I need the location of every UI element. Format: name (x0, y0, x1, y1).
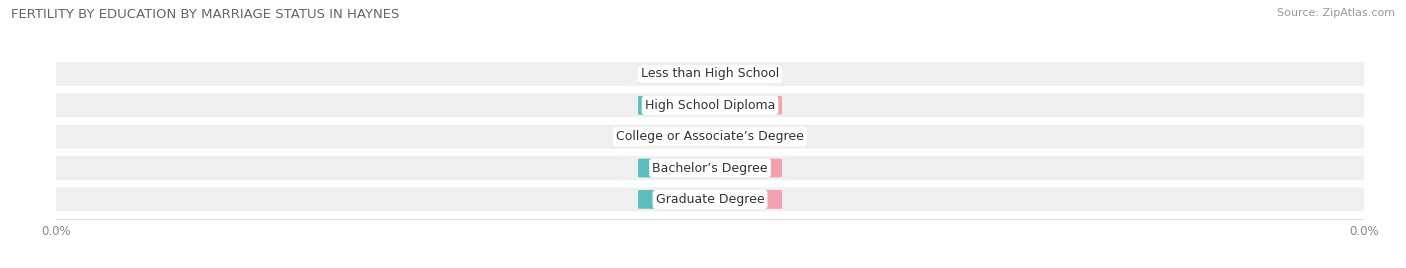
FancyBboxPatch shape (37, 94, 1384, 117)
Text: Bachelor’s Degree: Bachelor’s Degree (652, 162, 768, 174)
Text: 0.0%: 0.0% (728, 194, 758, 204)
FancyBboxPatch shape (703, 96, 782, 115)
FancyBboxPatch shape (638, 65, 717, 83)
Text: Less than High School: Less than High School (641, 68, 779, 80)
Text: Source: ZipAtlas.com: Source: ZipAtlas.com (1277, 8, 1395, 18)
Text: 0.0%: 0.0% (662, 69, 692, 79)
FancyBboxPatch shape (703, 65, 782, 83)
Text: 0.0%: 0.0% (662, 100, 692, 110)
FancyBboxPatch shape (638, 127, 717, 146)
Text: FERTILITY BY EDUCATION BY MARRIAGE STATUS IN HAYNES: FERTILITY BY EDUCATION BY MARRIAGE STATU… (11, 8, 399, 21)
Text: College or Associate’s Degree: College or Associate’s Degree (616, 130, 804, 143)
FancyBboxPatch shape (37, 125, 1384, 148)
FancyBboxPatch shape (638, 96, 717, 115)
Text: High School Diploma: High School Diploma (645, 99, 775, 112)
FancyBboxPatch shape (37, 188, 1384, 211)
FancyBboxPatch shape (37, 156, 1384, 180)
FancyBboxPatch shape (37, 62, 1384, 86)
FancyBboxPatch shape (638, 159, 717, 177)
Text: 0.0%: 0.0% (728, 163, 758, 173)
Text: Graduate Degree: Graduate Degree (655, 193, 765, 206)
FancyBboxPatch shape (638, 190, 717, 209)
Text: 0.0%: 0.0% (728, 100, 758, 110)
FancyBboxPatch shape (703, 190, 782, 209)
Text: 0.0%: 0.0% (662, 194, 692, 204)
FancyBboxPatch shape (703, 159, 782, 177)
Text: 0.0%: 0.0% (728, 132, 758, 142)
Text: 0.0%: 0.0% (662, 163, 692, 173)
Text: 0.0%: 0.0% (728, 69, 758, 79)
FancyBboxPatch shape (703, 127, 782, 146)
Text: 0.0%: 0.0% (662, 132, 692, 142)
